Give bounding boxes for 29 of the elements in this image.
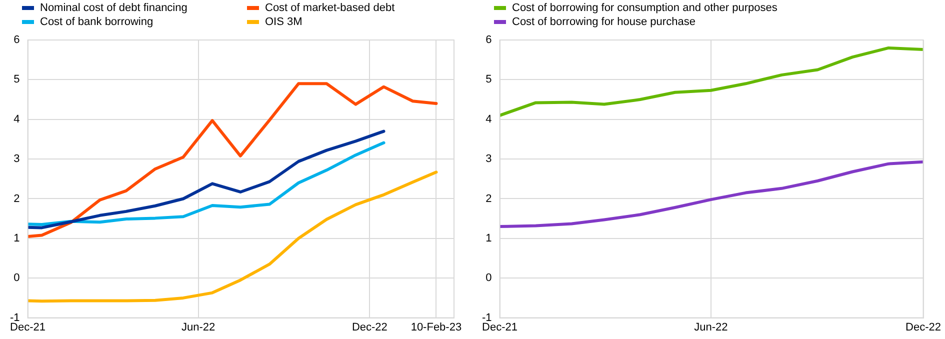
y-tick-label: 6 [486, 34, 492, 46]
legend-label: OIS 3M [265, 16, 302, 28]
y-tick-label: 5 [14, 74, 20, 86]
legend-label: Cost of borrowing for consumption and other purposes [512, 2, 778, 14]
x-tick-label: Dec-22 [352, 321, 388, 334]
legend-label: Cost of borrowing for house purchase [512, 16, 696, 28]
legend-label: Cost of market-based debt [265, 2, 395, 14]
legend-label: Cost of bank borrowing [40, 16, 154, 28]
x-tick-label: Dec-21 [482, 321, 518, 334]
x-tick-label: Dec-22 [906, 321, 942, 334]
y-tick-label: 3 [14, 153, 20, 166]
y-tick-label: 1 [14, 232, 20, 244]
y-tick-label: 2 [14, 192, 20, 205]
y-tick-label: 4 [14, 113, 20, 126]
x-tick-label: Jun-22 [694, 321, 728, 334]
y-tick-label: 1 [486, 232, 492, 244]
y-tick-label: 3 [486, 153, 492, 166]
y-tick-label: -1 [10, 312, 20, 324]
x-tick-label: 10-Feb-23 [410, 321, 462, 334]
y-tick-label: 2 [486, 192, 492, 205]
y-tick-label: -1 [482, 312, 492, 324]
y-tick-label: 0 [14, 272, 20, 284]
y-tick-label: 0 [486, 272, 492, 284]
y-tick-label: 5 [486, 74, 492, 86]
x-tick-label: Jun-22 [181, 321, 216, 334]
y-tick-label: 6 [14, 34, 20, 46]
y-tick-label: 4 [486, 113, 492, 126]
x-tick-label: Dec-21 [10, 321, 46, 334]
legend-label: Nominal cost of debt financing [40, 2, 188, 14]
